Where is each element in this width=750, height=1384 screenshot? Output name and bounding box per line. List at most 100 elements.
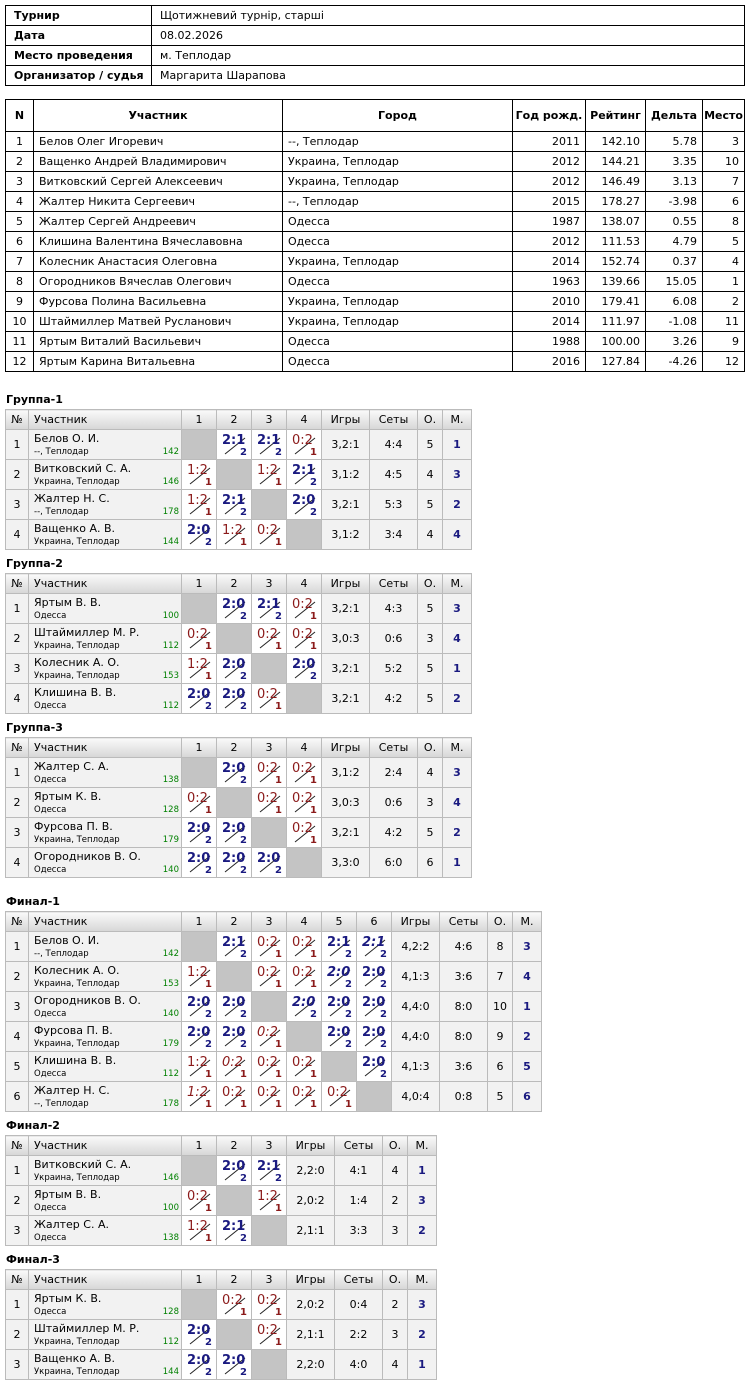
match-points: 2 (275, 611, 282, 622)
group-row: 1 Яртым К. В. Одесса 128 0:2 1 0:2 1 2,0:2 0:4 2 3 (5, 1289, 437, 1320)
info-row: Турнир Щотижневий турнір, старші (5, 5, 745, 26)
slash-icon (329, 969, 351, 987)
group-player-cell: Жалтер Н. С. --, Теплодар 178 (28, 489, 182, 520)
diagonal-cell (181, 757, 217, 788)
points-total: 3 (382, 1319, 408, 1350)
participant-city: Украина, Теплодар (282, 151, 513, 172)
match-result-cell: 2:0 2 (181, 519, 217, 550)
points-total: 5 (487, 1081, 513, 1112)
match-result-cell: 2:0 2 (216, 653, 252, 684)
match-result-cell: 2:1 2 (356, 931, 392, 962)
participant-city: Одесса (282, 211, 513, 232)
player-meta: Украина, Теплодар 144 (34, 1367, 179, 1378)
games-summary: 4,4:0 (391, 1021, 440, 1052)
participant-row: 4 Жалтер Никита Сергеевич --, Теплодар 2015… (5, 191, 745, 212)
match-score: 2:0 (362, 1025, 386, 1040)
group-row: 1 Яртым В. В. Одесса 100 2:0 2 2:1 2 0:2 1 3,2:1 4:… (5, 593, 472, 624)
player-city: Украина, Теплодар (34, 1337, 120, 1347)
slash-icon (294, 765, 316, 783)
group-row-number: 1 (5, 931, 29, 962)
slash-icon (224, 1357, 246, 1375)
player-rating: 153 (162, 979, 179, 989)
player-meta: Украина, Теплодар 144 (34, 537, 179, 548)
match-score: 2:0 (222, 687, 246, 702)
player-short-name: Витковский С. А. (34, 1158, 132, 1171)
birth-year: 2016 (512, 351, 586, 372)
points-total: 5 (417, 593, 443, 624)
match-result-cell: 0:2 1 (251, 623, 287, 654)
match-points: 1 (310, 1069, 317, 1080)
player-meta: Одесса 140 (34, 865, 179, 876)
match-score: 2:1 (222, 493, 246, 508)
match-points: 2 (205, 1039, 212, 1050)
match-points: 2 (275, 447, 282, 458)
player-meta: Одесса 100 (34, 1203, 179, 1214)
sets-summary: 0:4 (334, 1289, 383, 1320)
match-score: 2:1 (327, 935, 351, 950)
group-row: 2 Колесник А. О. Украина, Теплодар 153 1:2 1 0… (5, 961, 542, 992)
match-result-cell: 2:1 2 (216, 931, 252, 962)
slash-icon (189, 999, 211, 1017)
col-header-points: О. (382, 1135, 408, 1156)
match-points: 2 (380, 949, 387, 960)
player-rating: 138 (162, 1233, 179, 1243)
col-header-city: Город (282, 99, 513, 132)
match-points: 1 (275, 477, 282, 488)
col-header-opponent-5: 5 (321, 911, 357, 932)
group-row: 3 Фурсова П. В. Украина, Теплодар 179 2:0 2 2:… (5, 817, 472, 848)
slash-icon (189, 1029, 211, 1047)
player-short-name: Жалтер Н. С. (34, 1084, 110, 1097)
rating: 138.07 (585, 211, 646, 232)
col-header-opponent-3: 3 (251, 573, 287, 594)
col-header-opponent-1: 1 (181, 1269, 217, 1290)
match-points: 1 (205, 1233, 212, 1244)
group-row-number: 3 (5, 1349, 29, 1380)
col-header-num: № (5, 409, 29, 430)
player-rating: 153 (162, 671, 179, 681)
match-result-cell: 2:0 2 (216, 1021, 252, 1052)
col-header-participant: Участник (33, 99, 283, 132)
slash-icon (224, 1163, 246, 1181)
diagonal-cell (251, 1349, 287, 1380)
group-row: 2 Яртым К. В. Одесса 128 0:2 1 0:2 1 0:2 1 3,0:3 0:… (5, 787, 472, 818)
player-city: --, Теплодар (34, 507, 89, 517)
group-row-number: 2 (5, 1185, 29, 1216)
match-score: 2:0 (187, 1025, 211, 1040)
col-header-opponent-4: 4 (286, 573, 322, 594)
match-points: 1 (275, 537, 282, 548)
match-score: 0:2 (257, 687, 278, 702)
games-summary: 3,3:0 (321, 847, 370, 878)
match-points: 1 (275, 979, 282, 990)
match-result-cell: 0:2 1 (251, 683, 287, 714)
match-points: 1 (275, 1099, 282, 1110)
final-place: 12 (702, 351, 745, 372)
group-place: 2 (512, 1021, 542, 1052)
group-player-cell: Огородников В. О. Одесса 140 (28, 847, 182, 878)
match-points: 1 (310, 1099, 317, 1110)
player-short-name: Колесник А. О. (34, 964, 120, 977)
match-score: 1:2 (187, 463, 208, 478)
group-row: 3 Жалтер С. А. Одесса 138 1:2 1 2:1 2 2,1:1 3:3 3 2 (5, 1215, 437, 1246)
slash-icon (224, 1089, 246, 1107)
participant-name: Жалтер Никита Сергеевич (33, 191, 283, 212)
group-player-cell: Витковский С. А. Украина, Теплодар 146 (28, 459, 182, 490)
col-header-points: О. (417, 573, 443, 594)
match-score: 0:2 (292, 761, 313, 776)
match-score: 0:2 (222, 1293, 243, 1308)
match-points: 1 (275, 1069, 282, 1080)
player-meta: Одесса 138 (34, 775, 179, 786)
group-row: 3 Жалтер Н. С. --, Теплодар 178 1:2 1 2:1 2 2:0 2… (5, 489, 472, 520)
player-meta: Украина, Теплодар 112 (34, 1337, 179, 1348)
match-result-cell: 2:0 2 (181, 1021, 217, 1052)
diagonal-cell (216, 623, 252, 654)
group-row-number: 4 (5, 847, 29, 878)
player-short-name: Ващенко А. В. (34, 1352, 116, 1365)
match-points: 2 (205, 701, 212, 712)
match-result-cell: 0:2 1 (251, 1319, 287, 1350)
group-row: 4 Клишина В. В. Одесса 112 2:0 2 2:0 2 0:2 1 3,2:1… (5, 683, 472, 714)
player-city: Одесса (34, 1009, 67, 1019)
slash-icon (259, 1193, 281, 1211)
player-rating: 112 (162, 701, 179, 711)
match-points: 2 (240, 835, 247, 846)
participant-city: Одесса (282, 271, 513, 292)
